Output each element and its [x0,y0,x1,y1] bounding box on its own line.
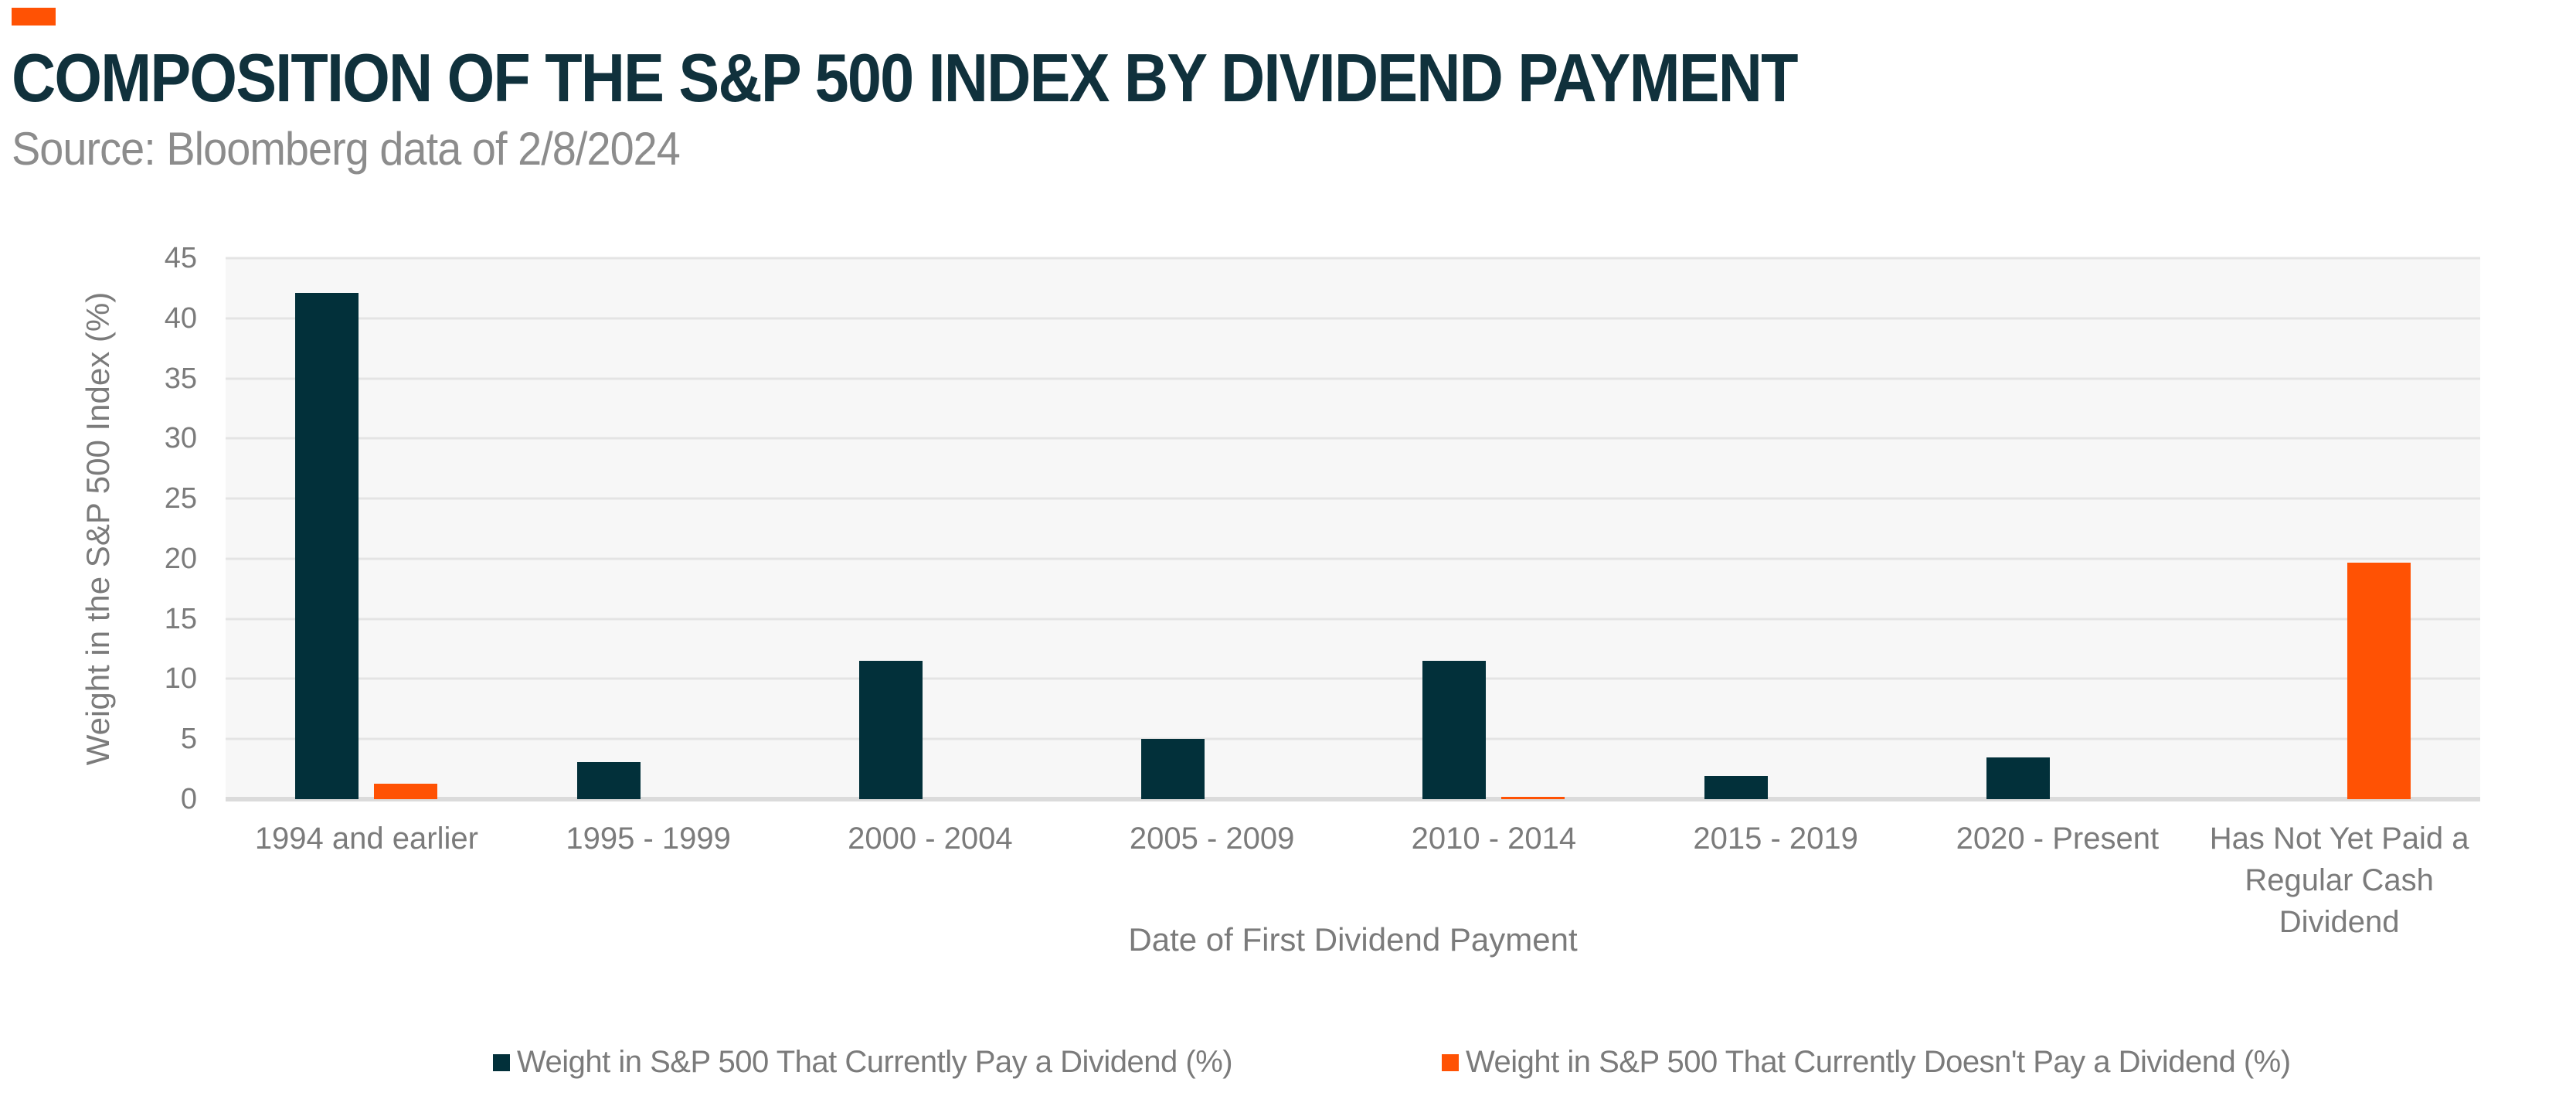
y-tick-label-45: 45 [164,242,197,274]
y-tick-label-5: 5 [180,723,197,756]
gridline-20 [226,557,2480,560]
legend-marker-nopay-icon [1442,1053,1459,1071]
x-tick-label: 2000 - 2004 [848,822,1013,856]
x-tick-label: 1995 - 1999 [566,822,731,856]
bar-group [1353,258,1635,799]
bar-nopay-0 [374,783,438,799]
bar-groups [226,258,2480,799]
gridline-15 [226,618,2480,621]
y-tick-label-40: 40 [164,301,197,335]
bar-pay-5 [1704,776,1769,799]
bar-group [2198,258,2480,799]
bar-nopay-7 [2347,562,2411,799]
source-text: Source: Bloomberg data of 2/8/2024 [12,123,681,175]
x-axis-title: Date of First Dividend Payment [1128,921,1578,958]
page-title: COMPOSITION OF THE S&P 500 INDEX BY DIVI… [12,39,1799,116]
y-tick-label-0: 0 [180,783,197,815]
gridline-45 [226,257,2480,260]
x-tick-label: 2010 - 2014 [1411,822,1577,856]
bar-pay-4 [1422,661,1487,799]
gridline-30 [226,437,2480,440]
y-tick-label-35: 35 [164,362,197,395]
bar-group [226,258,508,799]
bar-group [790,258,1072,799]
bar-pay-3 [1140,739,1205,799]
plot-area [226,257,2480,801]
legend-label-nopay: Weight in S&P 500 That Currently Doesn't… [1466,1045,2291,1079]
x-tick-label: Has Not Yet Paid a Regular Cash Dividend [2209,822,2469,939]
gridline-5 [226,737,2480,740]
gridline-10 [226,677,2480,680]
gridline-25 [226,497,2480,500]
x-tick-label: 2005 - 2009 [1129,822,1295,856]
legend-item-nopay: Weight in S&P 500 That Currently Doesn't… [1442,1045,2291,1080]
bar-group [508,258,790,799]
brand-mark [12,8,56,26]
x-axis-line [226,797,2480,801]
bar-pay-6 [1986,757,2050,799]
gridline-35 [226,377,2480,380]
legend-marker-pay-icon [493,1053,510,1071]
x-tick-label: 1994 and earlier [254,822,478,856]
y-tick-label-15: 15 [164,602,197,635]
bar-group [1635,258,1917,799]
bar-group [1917,258,2199,799]
x-tick-label: 2020 - Present [1956,822,2160,856]
bar-pay-2 [858,661,923,799]
y-axis-ticks: 0 5 10 15 20 25 30 35 40 45 [108,243,197,814]
gridline-40 [226,317,2480,320]
bar-pay-0 [295,293,359,799]
bar-nopay-4 [1501,796,1565,799]
y-tick-label-20: 20 [164,542,197,575]
y-tick-label-30: 30 [164,422,197,455]
legend-item-pay: Weight in S&P 500 That Currently Pay a D… [493,1045,1233,1080]
bar-group [1071,258,1353,799]
x-axis-labels: 1994 and earlier 1995 - 1999 2000 - 2004 20… [226,818,2480,943]
x-tick-label: 2015 - 2019 [1693,822,1858,856]
bar-pay-1 [577,761,641,799]
y-tick-label-10: 10 [164,662,197,696]
y-tick-label-25: 25 [164,482,197,516]
legend-label-pay: Weight in S&P 500 That Currently Pay a D… [517,1045,1233,1079]
